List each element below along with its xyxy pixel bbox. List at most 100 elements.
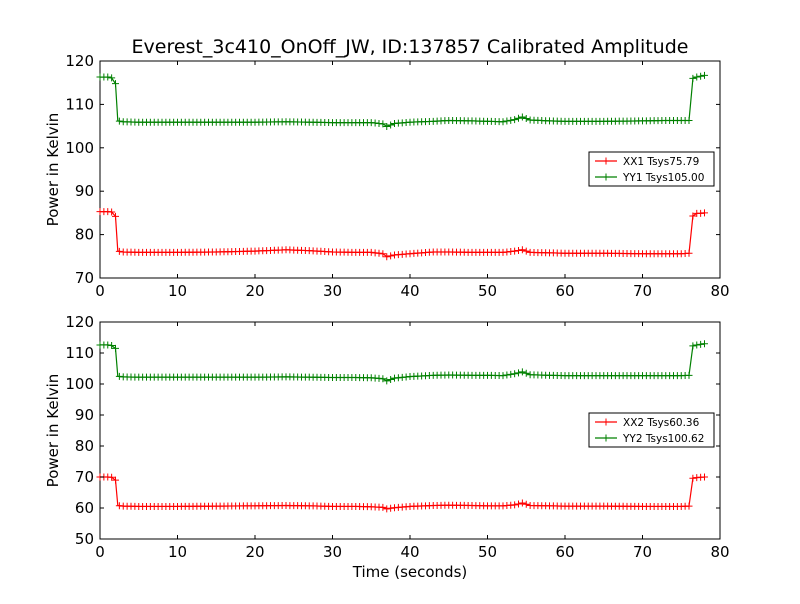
legend-box [588, 151, 715, 187]
plot-panel-1: 0 10 20 30 40 50 60 70 80 70 80 90 100 110 120 Power in… [44, 52, 730, 300]
y-tick-label: 120 [65, 313, 94, 331]
data-point [383, 505, 391, 513]
x-tick-label: 0 [95, 282, 105, 300]
y-tick-label: 80 [75, 437, 94, 455]
x-tick-label: 80 [710, 543, 729, 561]
data-point [522, 115, 530, 123]
data-point [697, 340, 705, 348]
data-point [701, 209, 708, 217]
x-tick-label: 60 [555, 543, 574, 561]
y-tick-label: 60 [75, 499, 94, 517]
data-point [387, 376, 395, 384]
data-point [387, 504, 395, 512]
y-tick-label: 50 [75, 530, 94, 548]
x-tick-label: 50 [478, 282, 497, 300]
data-point [108, 342, 116, 350]
data-point [515, 114, 522, 122]
x-tick-label: 10 [168, 282, 187, 300]
y-tick-label: 110 [65, 344, 94, 362]
data-point [511, 501, 519, 509]
y-tick-label: 110 [65, 95, 94, 113]
data-point [701, 340, 708, 348]
chart-title: Everest_3c410_OnOff_JW, ID:137857 Calibr… [132, 36, 689, 58]
legend-entry: XX2 Tsys60.36 [623, 417, 700, 429]
x-tick-label: 60 [555, 282, 574, 300]
y-tick-label: 100 [65, 139, 94, 157]
y-tick-label: 90 [75, 406, 94, 424]
x-tick-label: 0 [95, 543, 105, 561]
data-point [685, 249, 693, 257]
data-point [104, 341, 112, 349]
data-point [515, 500, 522, 508]
data-point [689, 342, 697, 350]
legend: XX2 Tsys60.36 YY2 Tsys100.62 [588, 412, 715, 448]
y-tick-label: 70 [75, 468, 94, 486]
data-point [507, 370, 515, 378]
x-tick-label: 30 [323, 543, 342, 561]
data-point [511, 116, 519, 124]
series-markers-2 [96, 71, 708, 131]
data-point [511, 247, 519, 255]
legend-marker [602, 434, 610, 442]
x-tick-label: 10 [168, 543, 187, 561]
x-tick-label: 20 [245, 543, 264, 561]
data-point [115, 117, 123, 125]
data-point [387, 252, 395, 260]
legend-entry: YY2 Tsys100.62 [622, 433, 704, 445]
y-axis-label: Power in Kelvin [44, 113, 62, 227]
data-point [518, 246, 526, 254]
y-axis-label: Power in Kelvin [44, 374, 62, 488]
data-point [685, 116, 693, 124]
data-point [697, 72, 705, 80]
data-point [112, 80, 119, 88]
data-point [503, 371, 511, 379]
legend-entry: XX1 Tsys75.79 [623, 156, 699, 168]
data-point [693, 341, 701, 349]
x-tick-label: 50 [478, 543, 497, 561]
x-tick-label: 20 [245, 282, 264, 300]
data-point [379, 120, 387, 128]
data-point [518, 368, 526, 376]
data-point [518, 499, 526, 507]
data-point [503, 117, 511, 125]
data-point [112, 344, 119, 352]
data-point [689, 474, 697, 482]
data-point [108, 473, 116, 481]
data-point [499, 372, 507, 380]
data-point [379, 503, 387, 511]
y-tick-label: 120 [65, 52, 94, 70]
x-tick-label: 80 [710, 282, 729, 300]
data-point [522, 500, 530, 508]
legend-marker [602, 173, 610, 181]
data-point [379, 375, 387, 383]
data-point [522, 247, 530, 255]
data-point [108, 208, 116, 216]
data-point [383, 377, 391, 385]
data-point [693, 73, 701, 81]
data-point [515, 369, 522, 377]
data-point [701, 71, 708, 79]
x-tick-label: 40 [400, 282, 419, 300]
data-point [518, 113, 526, 121]
y-tick-label: 80 [75, 226, 94, 244]
data-point [112, 212, 119, 220]
y-tick-label: 90 [75, 182, 94, 200]
data-point [115, 247, 123, 255]
x-axis-label: Time (seconds) [352, 563, 468, 581]
data-point [511, 370, 519, 378]
data-point [108, 74, 116, 82]
y-tick-label: 70 [75, 269, 94, 287]
legend: XX1 Tsys75.79 YY1 Tsys105.00 [588, 151, 715, 187]
data-point [685, 371, 693, 379]
legend-marker [602, 157, 610, 165]
legend-marker [602, 418, 610, 426]
series-markers-1 [96, 208, 708, 261]
x-tick-label: 70 [633, 282, 652, 300]
data-point [112, 476, 119, 484]
y-tick-label: 100 [65, 375, 94, 393]
data-point [387, 121, 395, 129]
data-point [689, 74, 697, 82]
legend-box [588, 412, 715, 448]
data-point [383, 253, 391, 261]
